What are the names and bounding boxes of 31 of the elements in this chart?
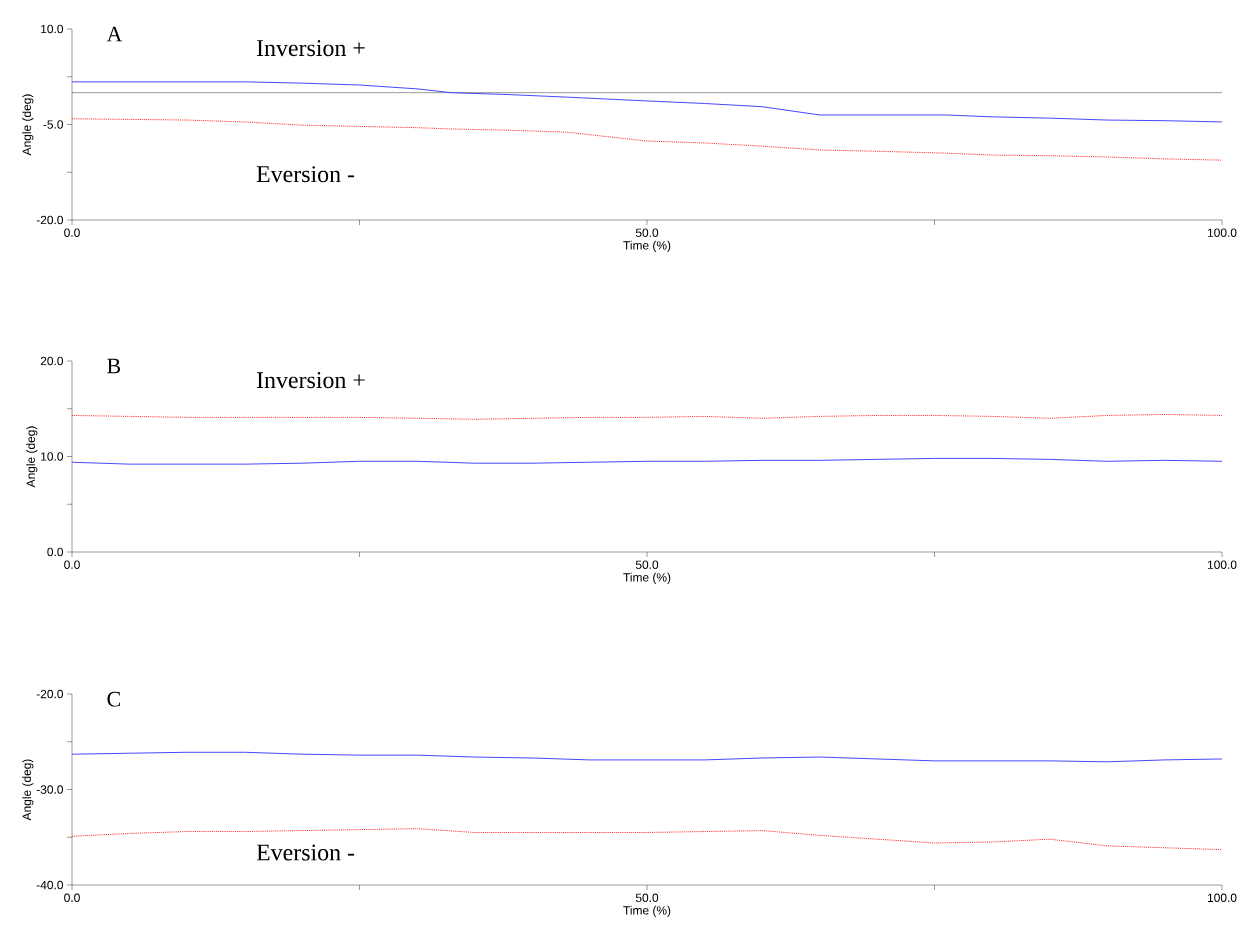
x-tick-label: 50.0 bbox=[635, 228, 659, 237]
y-tick-label: -20.0 bbox=[36, 689, 64, 699]
y-tick-label: 0.0 bbox=[47, 547, 64, 557]
annotation: C bbox=[107, 691, 120, 707]
annotation: Eversion - bbox=[256, 166, 355, 183]
y-tick-label: -40.0 bbox=[36, 880, 64, 890]
x-tick-label: 0.0 bbox=[64, 228, 80, 237]
y-tick-label: -20.0 bbox=[36, 215, 64, 225]
y-tick-label: -30.0 bbox=[36, 785, 64, 794]
x-axis-title: Time (%) bbox=[623, 905, 671, 917]
annotation: Inversion + bbox=[256, 372, 365, 389]
y-tick-label: 10.0 bbox=[41, 452, 64, 461]
y-tick-label: -5.0 bbox=[43, 120, 64, 129]
x-tick-label: 0.0 bbox=[64, 893, 80, 902]
x-axis-title: Time (%) bbox=[623, 572, 671, 584]
x-axis-title: Time (%) bbox=[623, 240, 671, 252]
x-tick-label: 50.0 bbox=[635, 560, 659, 569]
x-tick-label: 100.0 bbox=[1207, 560, 1237, 569]
y-tick-label: 10.0 bbox=[41, 24, 64, 34]
annotation: Eversion - bbox=[256, 844, 355, 861]
y-axis-title: Angle (deg) bbox=[22, 759, 34, 821]
y-axis-title: Angle (deg) bbox=[26, 426, 38, 488]
annotation: B bbox=[107, 358, 121, 374]
y-axis-title: Angle (deg) bbox=[22, 94, 34, 156]
x-tick-label: 0.0 bbox=[64, 560, 80, 569]
annotation: Inversion + bbox=[256, 40, 365, 57]
x-tick-label: 100.0 bbox=[1207, 228, 1237, 237]
x-tick-label: 50.0 bbox=[635, 893, 659, 902]
x-tick-label: 100.0 bbox=[1207, 893, 1237, 902]
annotation: A bbox=[106, 26, 123, 42]
y-tick-label: 20.0 bbox=[40, 356, 64, 366]
